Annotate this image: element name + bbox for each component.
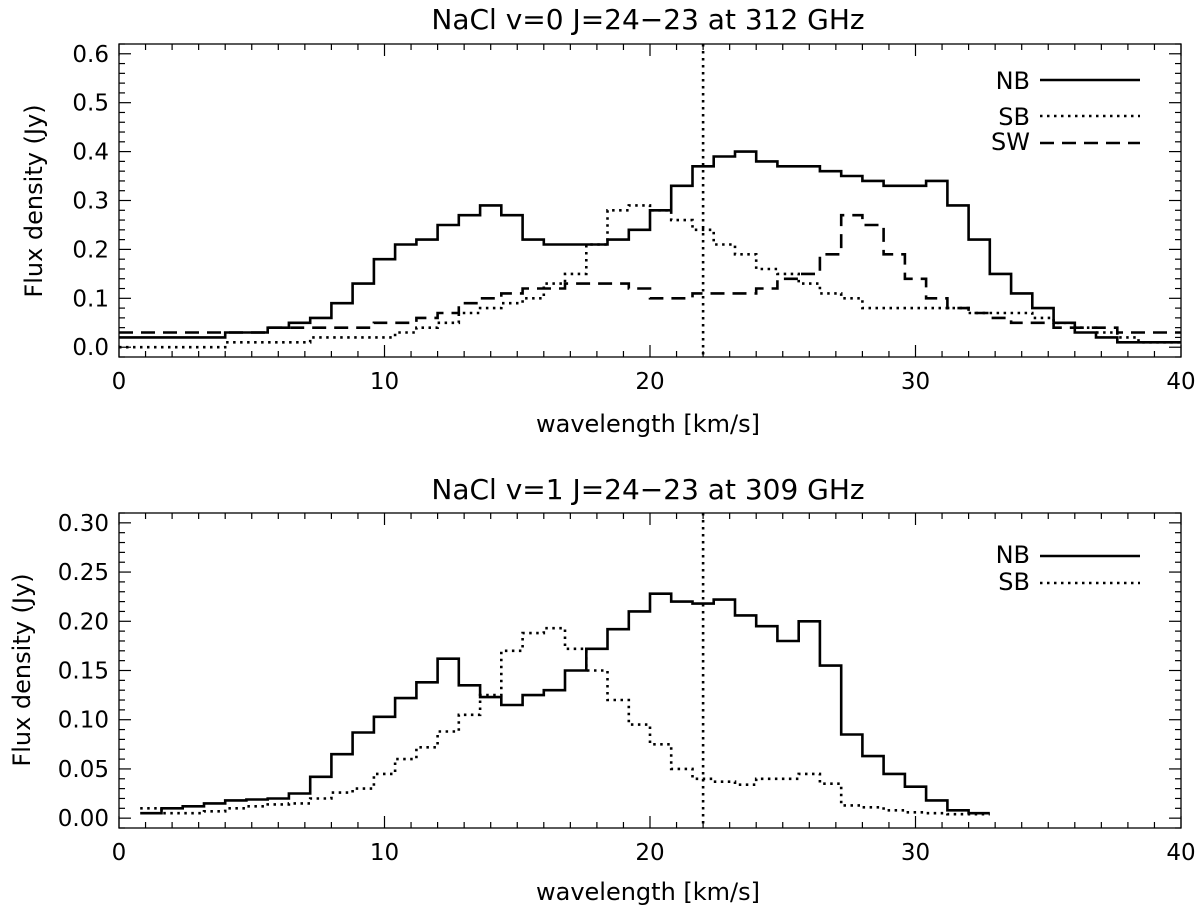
plot-series — [140, 592, 990, 816]
series-sw-line — [119, 213, 1181, 334]
y-tick-label: 0.2 — [72, 237, 109, 263]
legend-entry-nb: NB — [996, 541, 1140, 569]
legend-label: SB — [998, 103, 1030, 131]
tick-labels: 0 10 20 30 40 0.00 0.05 0.10 0.15 0.20 0.25 0.30 — [58, 511, 1196, 866]
y-tick-label: 0.05 — [58, 757, 109, 783]
x-tick-label: 20 — [635, 840, 664, 866]
y-tick-label: 0.3 — [72, 189, 109, 215]
y-tick-label: 0.25 — [58, 560, 109, 586]
plot-series — [119, 150, 1181, 349]
y-axis-label: Flux density (Jy) — [8, 573, 36, 766]
plot-frame — [118, 43, 1182, 358]
legend-entry-sb: SB — [998, 568, 1140, 596]
chart-title: NaCl v=0 J=24−23 at 312 GHz — [431, 3, 864, 36]
axis-ticks — [118, 512, 1182, 829]
x-axis-label: wavelength [km/s] — [536, 410, 760, 438]
x-tick-label: 0 — [112, 369, 127, 395]
y-tick-label: 0.10 — [58, 708, 109, 734]
series-sb-line — [119, 204, 1181, 349]
legend: NB SB — [996, 541, 1140, 596]
series-sb-line — [140, 626, 990, 816]
y-axis-label: Flux density (Jy) — [20, 104, 48, 297]
x-axis-label: wavelength [km/s] — [536, 878, 760, 906]
legend-label: NB — [996, 541, 1030, 569]
legend-entry-sb: SB — [998, 103, 1140, 131]
legend-entry-sw: SW — [991, 128, 1140, 156]
axis-ticks — [118, 43, 1182, 358]
y-tick-label: 0.4 — [72, 140, 109, 166]
x-tick-label: 30 — [901, 840, 930, 866]
tick-labels: 0 10 20 30 40 0.0 0.1 0.2 0.3 0.4 0.5 0.6 — [72, 42, 1195, 395]
series-nb-line — [119, 150, 1181, 344]
y-tick-label: 0.0 — [72, 335, 109, 361]
chart-panel-bottom: NaCl v=1 J=24−23 at 309 GHz Flux density… — [8, 473, 1196, 906]
y-tick-label: 0.5 — [72, 91, 109, 117]
legend-label: NB — [996, 67, 1030, 95]
y-tick-label: 0.00 — [58, 806, 109, 832]
x-tick-label: 20 — [635, 369, 664, 395]
x-tick-label: 10 — [370, 369, 399, 395]
x-tick-label: 30 — [901, 369, 930, 395]
y-tick-label: 0.20 — [58, 609, 109, 635]
series-nb-line — [140, 592, 990, 815]
x-tick-label: 0 — [112, 840, 127, 866]
x-tick-label: 40 — [1166, 840, 1195, 866]
x-tick-label: 10 — [370, 840, 399, 866]
x-tick-label: 40 — [1166, 369, 1195, 395]
y-tick-label: 0.15 — [58, 659, 109, 685]
chart-title: NaCl v=1 J=24−23 at 309 GHz — [431, 473, 864, 506]
y-tick-label: 0.30 — [58, 511, 109, 537]
y-tick-label: 0.1 — [72, 286, 109, 312]
chart-panel-top: NaCl v=0 J=24−23 at 312 GHz Flux density… — [20, 3, 1196, 438]
legend-label: SW — [991, 128, 1030, 156]
legend: NB SB SW — [991, 67, 1140, 156]
legend-entry-nb: NB — [996, 67, 1140, 95]
plot-frame — [118, 512, 1182, 829]
y-tick-label: 0.6 — [72, 42, 109, 68]
legend-label: SB — [998, 568, 1030, 596]
